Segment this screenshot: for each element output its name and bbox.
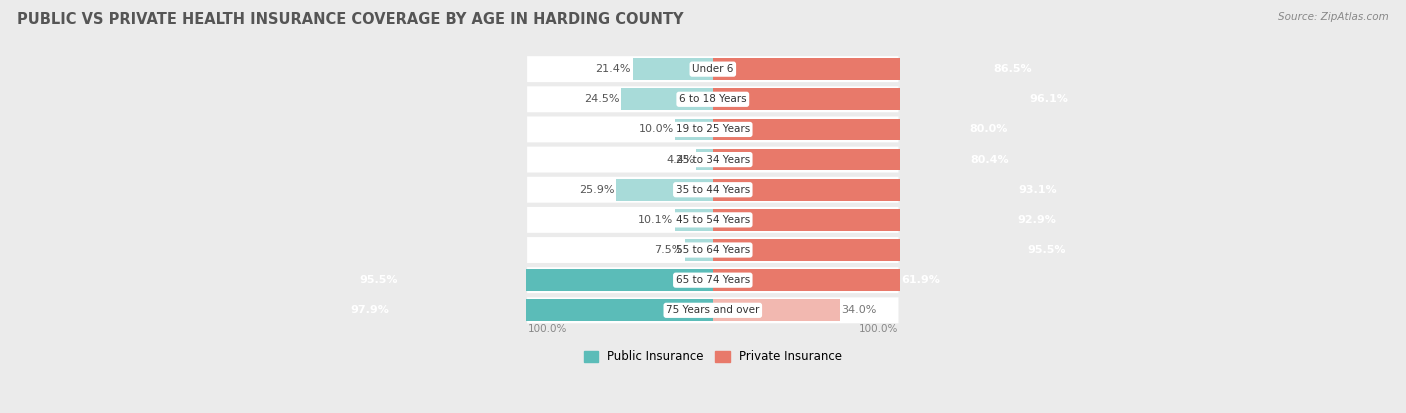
- FancyBboxPatch shape: [527, 147, 898, 173]
- FancyBboxPatch shape: [527, 267, 898, 293]
- Bar: [713, 209, 1060, 231]
- Text: PUBLIC VS PRIVATE HEALTH INSURANCE COVERAGE BY AGE IN HARDING COUNTY: PUBLIC VS PRIVATE HEALTH INSURANCE COVER…: [17, 12, 683, 27]
- Text: 80.4%: 80.4%: [970, 154, 1010, 165]
- Bar: [696, 149, 713, 171]
- Text: 24.5%: 24.5%: [583, 94, 620, 104]
- Text: 86.5%: 86.5%: [994, 64, 1032, 74]
- Text: 25 to 34 Years: 25 to 34 Years: [676, 154, 749, 165]
- Text: 10.0%: 10.0%: [638, 124, 673, 135]
- Bar: [633, 58, 713, 80]
- Text: 100.0%: 100.0%: [858, 324, 897, 334]
- Legend: Public Insurance, Private Insurance: Public Insurance, Private Insurance: [579, 346, 846, 368]
- Bar: [675, 209, 713, 231]
- Bar: [713, 269, 943, 291]
- Text: 96.1%: 96.1%: [1029, 94, 1069, 104]
- Bar: [675, 119, 713, 140]
- Bar: [713, 149, 1014, 171]
- Bar: [621, 88, 713, 110]
- FancyBboxPatch shape: [527, 56, 898, 82]
- Text: 97.9%: 97.9%: [352, 305, 389, 315]
- Bar: [713, 119, 1012, 140]
- Text: 92.9%: 92.9%: [1017, 215, 1056, 225]
- Text: Source: ZipAtlas.com: Source: ZipAtlas.com: [1278, 12, 1389, 22]
- Text: 93.1%: 93.1%: [1018, 185, 1057, 195]
- FancyBboxPatch shape: [527, 116, 898, 142]
- Text: 61.9%: 61.9%: [901, 275, 941, 285]
- Bar: [713, 299, 839, 321]
- FancyBboxPatch shape: [527, 86, 898, 112]
- FancyBboxPatch shape: [527, 177, 898, 203]
- Text: 55 to 64 Years: 55 to 64 Years: [676, 245, 749, 255]
- Text: 10.1%: 10.1%: [638, 215, 673, 225]
- Text: 95.5%: 95.5%: [1028, 245, 1066, 255]
- FancyBboxPatch shape: [527, 237, 898, 263]
- Text: 6 to 18 Years: 6 to 18 Years: [679, 94, 747, 104]
- Text: 65 to 74 Years: 65 to 74 Years: [676, 275, 749, 285]
- Bar: [616, 179, 713, 201]
- Bar: [713, 179, 1060, 201]
- Bar: [685, 239, 713, 261]
- Text: 25.9%: 25.9%: [579, 185, 614, 195]
- Text: 100.0%: 100.0%: [527, 324, 567, 334]
- Text: 35 to 44 Years: 35 to 44 Years: [676, 185, 749, 195]
- Text: 7.5%: 7.5%: [655, 245, 683, 255]
- Text: 75 Years and over: 75 Years and over: [666, 305, 759, 315]
- FancyBboxPatch shape: [527, 297, 898, 323]
- Text: 95.5%: 95.5%: [360, 275, 398, 285]
- Bar: [713, 58, 1036, 80]
- Bar: [713, 239, 1070, 261]
- Text: 45 to 54 Years: 45 to 54 Years: [676, 215, 749, 225]
- FancyBboxPatch shape: [527, 207, 898, 233]
- Text: 21.4%: 21.4%: [596, 64, 631, 74]
- Text: 80.0%: 80.0%: [970, 124, 1008, 135]
- Text: 34.0%: 34.0%: [842, 305, 877, 315]
- Bar: [356, 269, 713, 291]
- Text: 19 to 25 Years: 19 to 25 Years: [676, 124, 749, 135]
- Bar: [347, 299, 713, 321]
- Bar: [713, 88, 1071, 110]
- Text: Under 6: Under 6: [692, 64, 734, 74]
- Text: 4.4%: 4.4%: [666, 154, 695, 165]
